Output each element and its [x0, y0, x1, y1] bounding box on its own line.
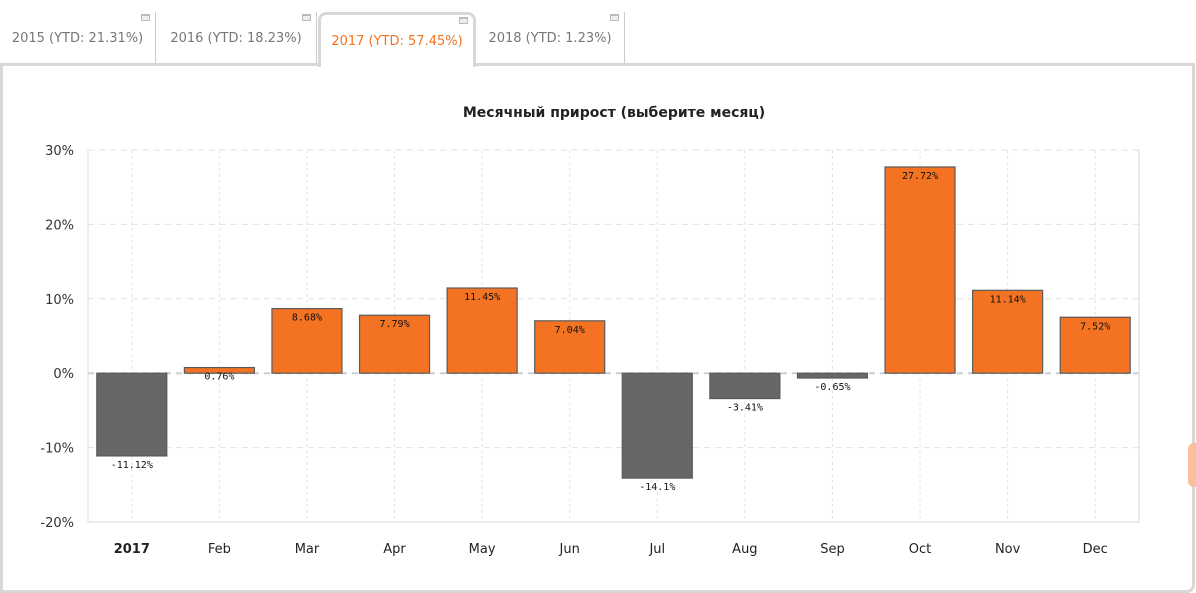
- tab-label: 2016 (YTD: 18.23%): [170, 30, 302, 46]
- bar[interactable]: [1059, 316, 1131, 374]
- window-icon: [302, 14, 311, 21]
- tab-2015[interactable]: 2015 (YTD: 21.31%): [0, 12, 156, 64]
- bar[interactable]: [972, 289, 1044, 374]
- chart-title: Месячный прирост (выберите месяц): [463, 105, 765, 121]
- data-label: 8.68%: [292, 313, 322, 324]
- x-tick-label: 2017: [114, 542, 150, 557]
- bar[interactable]: [446, 287, 518, 374]
- y-tick-label: 0%: [53, 367, 74, 382]
- x-tick-label: Apr: [383, 542, 406, 557]
- data-label: 27.72%: [902, 171, 938, 182]
- year-tabs: 2015 (YTD: 21.31%) 2016 (YTD: 18.23%) 20…: [0, 12, 1196, 67]
- data-label: 7.79%: [379, 319, 409, 330]
- x-tick-label: Jul: [648, 542, 665, 557]
- y-tick-label: 20%: [45, 218, 74, 233]
- x-tick-label: Sep: [820, 542, 845, 557]
- data-label: -11.12%: [111, 460, 153, 471]
- window-icon: [141, 14, 150, 21]
- tab-2016[interactable]: 2016 (YTD: 18.23%): [156, 12, 317, 64]
- bar[interactable]: [884, 166, 956, 374]
- data-label: -14.1%: [639, 482, 675, 493]
- data-label: 11.45%: [464, 292, 500, 303]
- bar[interactable]: [183, 366, 255, 374]
- tab-label: 2018 (YTD: 1.23%): [488, 30, 612, 46]
- data-label: 7.04%: [555, 325, 585, 336]
- bar[interactable]: [358, 314, 431, 374]
- y-tick-label: 10%: [45, 293, 74, 308]
- data-label: -0.65%: [814, 382, 850, 393]
- x-tick-label: Nov: [995, 542, 1021, 557]
- x-tick-label: Jun: [559, 542, 580, 557]
- side-scroll-handle[interactable]: [1188, 443, 1196, 487]
- window-icon: [459, 17, 468, 24]
- bar[interactable]: [534, 320, 606, 374]
- bar[interactable]: [271, 308, 343, 374]
- bar[interactable]: [96, 372, 168, 457]
- y-tick-label: 30%: [45, 144, 74, 159]
- tab-2018[interactable]: 2018 (YTD: 1.23%): [476, 12, 625, 64]
- x-tick-label: Feb: [208, 542, 231, 557]
- y-tick-label: -20%: [40, 516, 74, 531]
- y-tick-label: -10%: [40, 442, 74, 457]
- x-tick-label: May: [469, 542, 496, 557]
- bar[interactable]: [621, 372, 693, 479]
- data-label: 0.76%: [204, 372, 234, 383]
- tab-label: 2017 (YTD: 57.45%): [331, 33, 463, 49]
- x-tick-label: Oct: [909, 542, 931, 557]
- data-label: -3.41%: [727, 403, 763, 414]
- bar[interactable]: [796, 372, 869, 379]
- x-tick-label: Aug: [732, 542, 757, 557]
- x-tick-label: Dec: [1083, 542, 1108, 557]
- data-label: 7.52%: [1080, 321, 1110, 332]
- x-tick-label: Mar: [295, 542, 320, 557]
- bar[interactable]: [709, 372, 781, 400]
- window-icon: [610, 14, 619, 21]
- data-label: 11.14%: [990, 294, 1026, 305]
- tab-2017[interactable]: 2017 (YTD: 57.45%): [318, 12, 476, 67]
- tab-label: 2015 (YTD: 21.31%): [11, 30, 144, 46]
